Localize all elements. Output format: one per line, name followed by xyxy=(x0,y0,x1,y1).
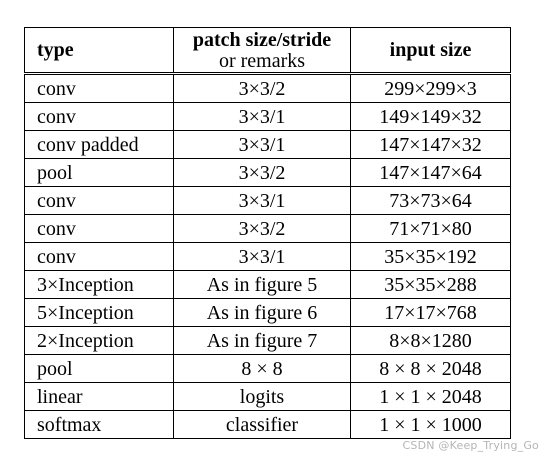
cell-type: 3×Inception xyxy=(24,270,174,299)
cell-type: pool xyxy=(24,354,174,383)
cell-patch: classifier xyxy=(173,410,351,439)
table-row: softmax classifier 1 × 1 × 1000 xyxy=(24,410,511,439)
header-patch-line2: or remarks xyxy=(218,50,306,72)
header-type: type xyxy=(24,27,174,75)
cell-type: conv xyxy=(24,73,174,103)
table-row: conv padded 3×3/1 147×147×32 xyxy=(24,130,511,159)
cell-patch: 3×3/1 xyxy=(173,102,351,131)
table-row: pool 3×3/2 147×147×64 xyxy=(24,158,511,187)
cell-type: conv xyxy=(24,242,174,271)
cell-patch: 3×3/2 xyxy=(173,214,351,243)
table-row: 2×Inception As in figure 7 8×8×1280 xyxy=(24,326,511,355)
cell-patch: 3×3/2 xyxy=(173,73,351,103)
cell-type: linear xyxy=(24,382,174,411)
table-row: 5×Inception As in figure 6 17×17×768 xyxy=(24,298,511,327)
cell-patch: 3×3/1 xyxy=(173,186,351,215)
cell-patch: 3×3/1 xyxy=(173,130,351,159)
cell-patch: 3×3/1 xyxy=(173,242,351,271)
cell-type: conv padded xyxy=(24,130,174,159)
cell-patch: As in figure 5 xyxy=(173,270,351,299)
cell-input-size: 8×8×1280 xyxy=(350,326,511,355)
architecture-table: type patch size/stride or remarks input … xyxy=(24,27,511,439)
cell-patch: As in figure 7 xyxy=(173,326,351,355)
cell-input-size: 35×35×288 xyxy=(350,270,511,299)
cell-input-size: 147×147×32 xyxy=(350,130,511,159)
cell-patch: 3×3/2 xyxy=(173,158,351,187)
table-row: conv 3×3/1 149×149×32 xyxy=(24,102,511,131)
cell-input-size: 299×299×3 xyxy=(350,73,511,103)
cell-type: softmax xyxy=(24,410,174,439)
cell-input-size: 8 × 8 × 2048 xyxy=(350,354,511,383)
header-patch-line1: patch size/stride xyxy=(192,29,332,51)
cell-input-size: 1 × 1 × 2048 xyxy=(350,382,511,411)
cell-input-size: 35×35×192 xyxy=(350,242,511,271)
cell-type: pool xyxy=(24,158,174,187)
cell-input-size: 149×149×32 xyxy=(350,102,511,131)
cell-type: conv xyxy=(24,102,174,131)
header-patch-size: patch size/stride or remarks xyxy=(173,27,351,75)
cell-patch: logits xyxy=(173,382,351,411)
table-row: conv 3×3/1 35×35×192 xyxy=(24,242,511,271)
table-body: conv 3×3/2 299×299×3 conv 3×3/1 149×149×… xyxy=(24,73,511,439)
cell-input-size: 147×147×64 xyxy=(350,158,511,187)
cell-patch: 8 × 8 xyxy=(173,354,351,383)
cell-type: conv xyxy=(24,214,174,243)
table-row: conv 3×3/2 299×299×3 xyxy=(24,73,511,103)
cell-input-size: 17×17×768 xyxy=(350,298,511,327)
table-row: linear logits 1 × 1 × 2048 xyxy=(24,382,511,411)
cell-type: 2×Inception xyxy=(24,326,174,355)
architecture-table-container: type patch size/stride or remarks input … xyxy=(24,27,511,439)
cell-type: conv xyxy=(24,186,174,215)
header-row: type patch size/stride or remarks input … xyxy=(24,27,511,75)
cell-input-size: 71×71×80 xyxy=(350,214,511,243)
cell-type: 5×Inception xyxy=(24,298,174,327)
cell-input-size: 1 × 1 × 1000 xyxy=(350,410,511,439)
header-input-size: input size xyxy=(350,27,511,75)
table-row: conv 3×3/2 71×71×80 xyxy=(24,214,511,243)
cell-input-size: 73×73×64 xyxy=(350,186,511,215)
table-row: conv 3×3/1 73×73×64 xyxy=(24,186,511,215)
table-header: type patch size/stride or remarks input … xyxy=(24,27,511,75)
table-row: pool 8 × 8 8 × 8 × 2048 xyxy=(24,354,511,383)
cell-patch: As in figure 6 xyxy=(173,298,351,327)
watermark: CSDN @Keep_Trying_Go xyxy=(402,439,539,452)
table-row: 3×Inception As in figure 5 35×35×288 xyxy=(24,270,511,299)
